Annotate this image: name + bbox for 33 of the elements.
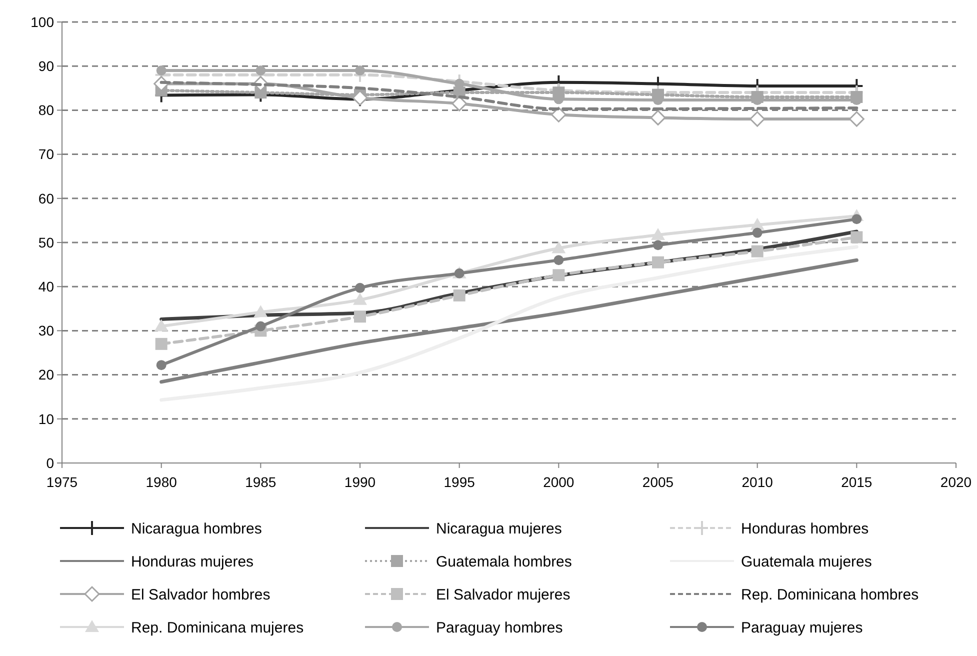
x-tick-label: 2020 [940,474,972,490]
legend-label: El Salvador hombres [131,586,270,604]
legend-label: Nicaragua mujeres [436,520,562,538]
x-tick-label: 1990 [344,474,376,490]
y-tick-label: 70 [38,146,54,162]
y-tick-label: 60 [38,190,54,206]
legend-label: El Salvador mujeres [436,586,570,604]
x-tick-label: 2015 [841,474,872,490]
y-tick-label: 100 [30,14,54,30]
legend-label: Nicaragua hombres [131,520,262,538]
y-tick-label: 20 [38,366,54,383]
x-tick-label: 2000 [543,474,574,490]
y-tick-label: 10 [38,410,54,427]
legend-label: Guatemala hombres [436,553,572,570]
legend-label: Honduras mujeres [131,553,254,570]
y-tick-label: 80 [38,102,54,118]
y-tick-label: 90 [38,58,54,74]
x-tick-label: 2010 [742,474,774,490]
x-tick-label: 1995 [444,474,476,490]
x-tick-label: 1975 [46,474,78,490]
legend-label: Rep. Dominicana mujeres [131,619,304,636]
y-tick-label: 50 [38,234,54,250]
y-tick-label: 40 [38,278,54,294]
y-tick-label: 30 [38,322,54,339]
y-tick-label: 0 [46,454,54,471]
x-tick-label: 1985 [245,474,276,490]
x-tick-label: 1980 [146,474,178,490]
legend-label: Rep. Dominicana hombres [741,586,919,604]
x-tick-label: 2005 [642,474,674,490]
legend-label: Paraguay mujeres [741,619,863,636]
legend-label: Guatemala mujeres [741,553,872,570]
legend-label: Honduras hombres [741,520,869,538]
legend-label: Paraguay hombres [436,619,563,636]
